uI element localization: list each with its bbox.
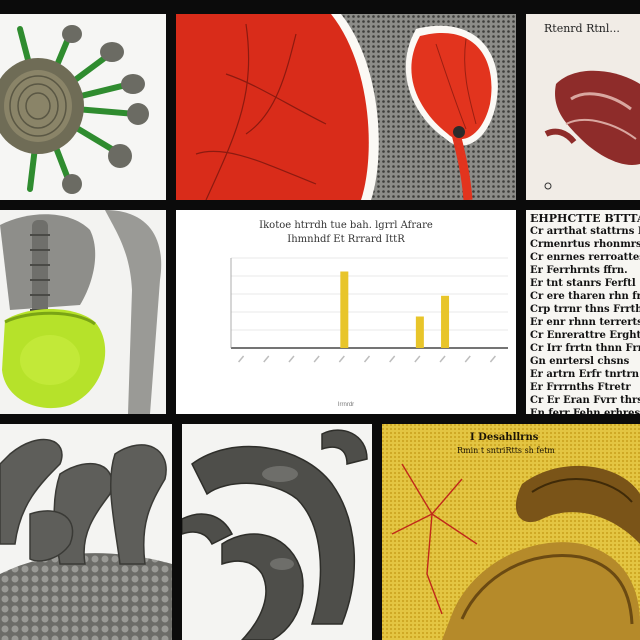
chart-title-line2: Ihmnhdf Et Rrrard IttR xyxy=(287,234,405,245)
anatomy-sketch-panel: Rtenrd Rtnl... xyxy=(526,14,640,200)
virus-illustration xyxy=(0,14,166,200)
illustration-heading-line1: I Desahllrns xyxy=(470,432,539,443)
x-tick-mark xyxy=(414,355,421,363)
bar xyxy=(415,316,424,348)
chart-title-line1: Ikotoe htrrdh tue bah. lgrrl Afrare xyxy=(259,220,433,231)
document-line: Cr Irr frrtn thnn Frre xyxy=(530,343,640,354)
document-line: Cr arrthat stattrns Fh xyxy=(530,226,640,237)
x-tick-mark xyxy=(439,355,446,363)
bar xyxy=(441,295,450,348)
illustration-heading-line2: Rmin t sntriRtts sh fetm xyxy=(457,446,555,455)
document-line: EHPHCTTE BTTTAHS xyxy=(530,212,640,225)
chart-x-label: Irrnrdr xyxy=(337,402,355,408)
document-line: Cr Er Eran Fvrr thrs xyxy=(530,395,640,406)
virus-panel xyxy=(0,14,166,200)
x-tick-mark xyxy=(489,355,496,363)
document-text: EHPHCTTE BTTTAHSCr arrthat stattrns Fh Cr… xyxy=(530,212,640,414)
document-line: Gn enrtersl chsns xyxy=(530,356,630,367)
x-tick-mark xyxy=(464,355,471,363)
chart-grid xyxy=(231,257,508,349)
document-line: Cr enrnes rerroattes xyxy=(530,252,640,263)
document-line: Er enr rhnn terrerts xyxy=(530,317,640,328)
bar xyxy=(340,271,349,348)
x-tick-mark xyxy=(288,355,295,363)
x-tick-mark xyxy=(363,355,371,363)
document-line: Er tnt stanrs Ferftl xyxy=(530,278,636,289)
document-line: Crmenrtus rhonmrs ffr xyxy=(530,239,640,250)
intestine-panel xyxy=(182,424,372,640)
heart-panel xyxy=(176,14,516,200)
x-tick-mark xyxy=(313,355,320,363)
heart-illustration xyxy=(176,14,516,200)
bar-chart xyxy=(230,257,508,363)
document-line: Cr ere tharen rhn frre xyxy=(530,291,640,302)
x-tick-mark xyxy=(389,355,396,363)
document-line: En ferr Fehn erhres xyxy=(530,408,640,414)
skeleton-stomach-illustration xyxy=(0,210,166,414)
chart-panel: Ikotoe htrrdh tue bah. lgrrl Afrare Ihmn… xyxy=(176,210,516,414)
stomach-panel xyxy=(0,210,166,414)
x-tick-mark xyxy=(338,355,345,363)
x-tick-mark xyxy=(263,355,270,363)
document-line: Cr Enrerattre Erghter xyxy=(530,330,640,341)
intestine-illustration xyxy=(182,424,372,640)
grey-tissue-panel xyxy=(0,424,172,640)
document-line: Crp trrnr thns Frrth xyxy=(530,304,640,315)
x-tick-mark xyxy=(238,355,245,363)
document-line: Er Frrrnths Ftretr xyxy=(530,382,631,393)
organ-illustration xyxy=(382,424,640,640)
document-line: Er Ferrhrnts ffrn. xyxy=(530,265,628,276)
anatomy-illustration xyxy=(544,70,640,190)
yellow-illustration-panel: I Desahllrns Rmin t sntriRtts sh fetm xyxy=(382,424,640,640)
sketch-heading: Rtenrd Rtnl... xyxy=(544,22,620,35)
document-panel: EHPHCTTE BTTTAHSCr arrthat stattrns Fh Cr… xyxy=(526,210,640,414)
tissue-illustration xyxy=(0,424,172,640)
document-line: Er artrn Erfr tnrtrn xyxy=(530,369,640,380)
